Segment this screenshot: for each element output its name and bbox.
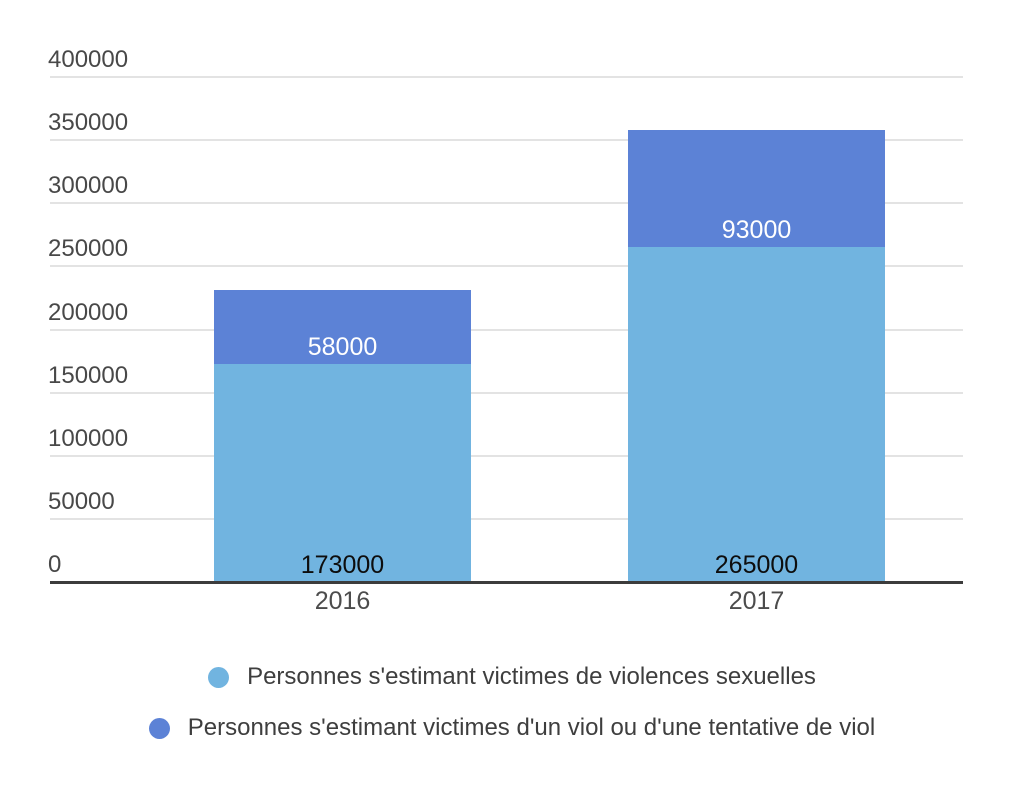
y-axis-tick-label: 200000	[48, 298, 129, 326]
bar-segment-2017-series-1	[628, 247, 885, 582]
gridline	[50, 517, 963, 520]
bar-segment-2016-series-2	[214, 290, 471, 364]
y-axis-tick-label: 400000	[48, 46, 129, 73]
gridline	[50, 202, 963, 205]
bar-value-label: 173000	[300, 551, 385, 579]
y-axis-tick-label: 250000	[48, 235, 129, 263]
y-axis-tick-label: 50000	[48, 487, 115, 515]
y-axis-tick-label: 350000	[48, 109, 129, 137]
legend-item-label: Personnes s'estimant victimes de violenc…	[247, 663, 816, 690]
y-axis-tick-label: 0	[48, 551, 62, 578]
gridline	[50, 391, 963, 394]
gridline	[50, 139, 963, 142]
bar-segment-2017-series-2	[628, 130, 885, 248]
gridline	[50, 454, 963, 457]
y-axis-tick-label: 100000	[48, 424, 129, 452]
legend-item: Personnes s'estimant victimes d'un viol …	[0, 712, 1024, 744]
gridline	[50, 265, 963, 268]
y-axis-tick-label: 150000	[48, 361, 129, 389]
x-axis-category-label: 2017	[728, 587, 785, 615]
gridline	[50, 76, 963, 78]
legend-item-label: Personnes s'estimant victimes d'un viol …	[187, 714, 876, 741]
gridline	[50, 328, 963, 331]
y-axis-tick-label: 300000	[48, 172, 129, 200]
bar-value-label: 265000	[714, 551, 799, 579]
bar-segment-2016-series-1	[214, 363, 471, 582]
x-axis-category-label: 2016	[314, 587, 371, 615]
legend-item: Personnes s'estimant victimes de violenc…	[0, 661, 1024, 693]
legend-dot-icon	[208, 666, 230, 688]
bar-value-label: 93000	[721, 216, 792, 245]
bar-value-label: 58000	[307, 332, 378, 361]
legend-dot-icon	[148, 717, 170, 739]
x-axis-line	[50, 581, 963, 584]
